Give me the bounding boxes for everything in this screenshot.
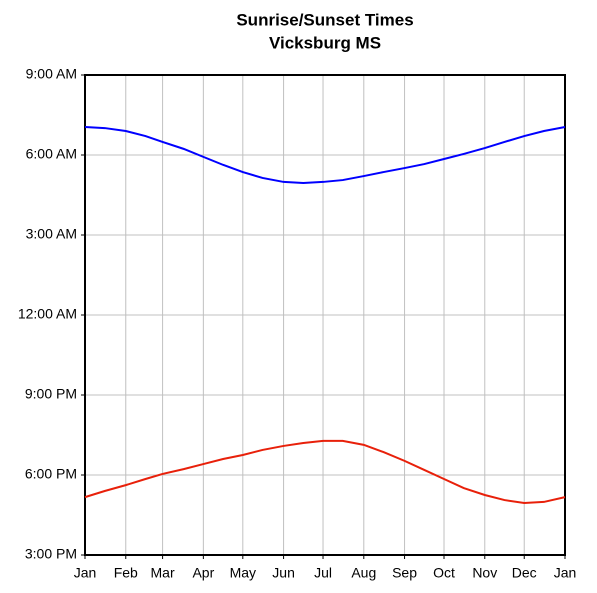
series-line: [84, 126, 566, 185]
chart-title: Sunrise/Sunset Times: [236, 10, 413, 29]
plot-border: [84, 74, 566, 556]
x-tick-label: Jan: [74, 565, 97, 581]
y-tick-label: 3:00 PM: [25, 546, 77, 562]
y-tick-label: 6:00 PM: [25, 466, 77, 482]
y-tick-label: 6:00 AM: [26, 146, 77, 162]
x-tick-label: Dec: [512, 565, 537, 581]
x-tick-label: Mar: [151, 565, 175, 581]
x-tick-label: Jun: [272, 565, 295, 581]
x-tick-label: Jan: [554, 565, 577, 581]
x-tick-label: Oct: [433, 565, 455, 581]
x-tick-label: Feb: [114, 565, 138, 581]
x-tick-label: Nov: [472, 565, 497, 581]
y-tick-label: 3:00 AM: [26, 226, 77, 242]
chart-subtitle: Vicksburg MS: [269, 33, 381, 52]
x-tick-label: Sep: [392, 565, 417, 581]
y-tick-label: 9:00 PM: [25, 386, 77, 402]
x-tick-label: Jul: [314, 565, 332, 581]
y-tick-label: 12:00 AM: [18, 306, 77, 322]
y-tick-label: 9:00 AM: [26, 66, 77, 82]
x-tick-label: Aug: [351, 565, 376, 581]
x-tick-label: Apr: [192, 565, 214, 581]
x-tick-label: May: [230, 565, 256, 581]
series-line: [84, 439, 566, 505]
